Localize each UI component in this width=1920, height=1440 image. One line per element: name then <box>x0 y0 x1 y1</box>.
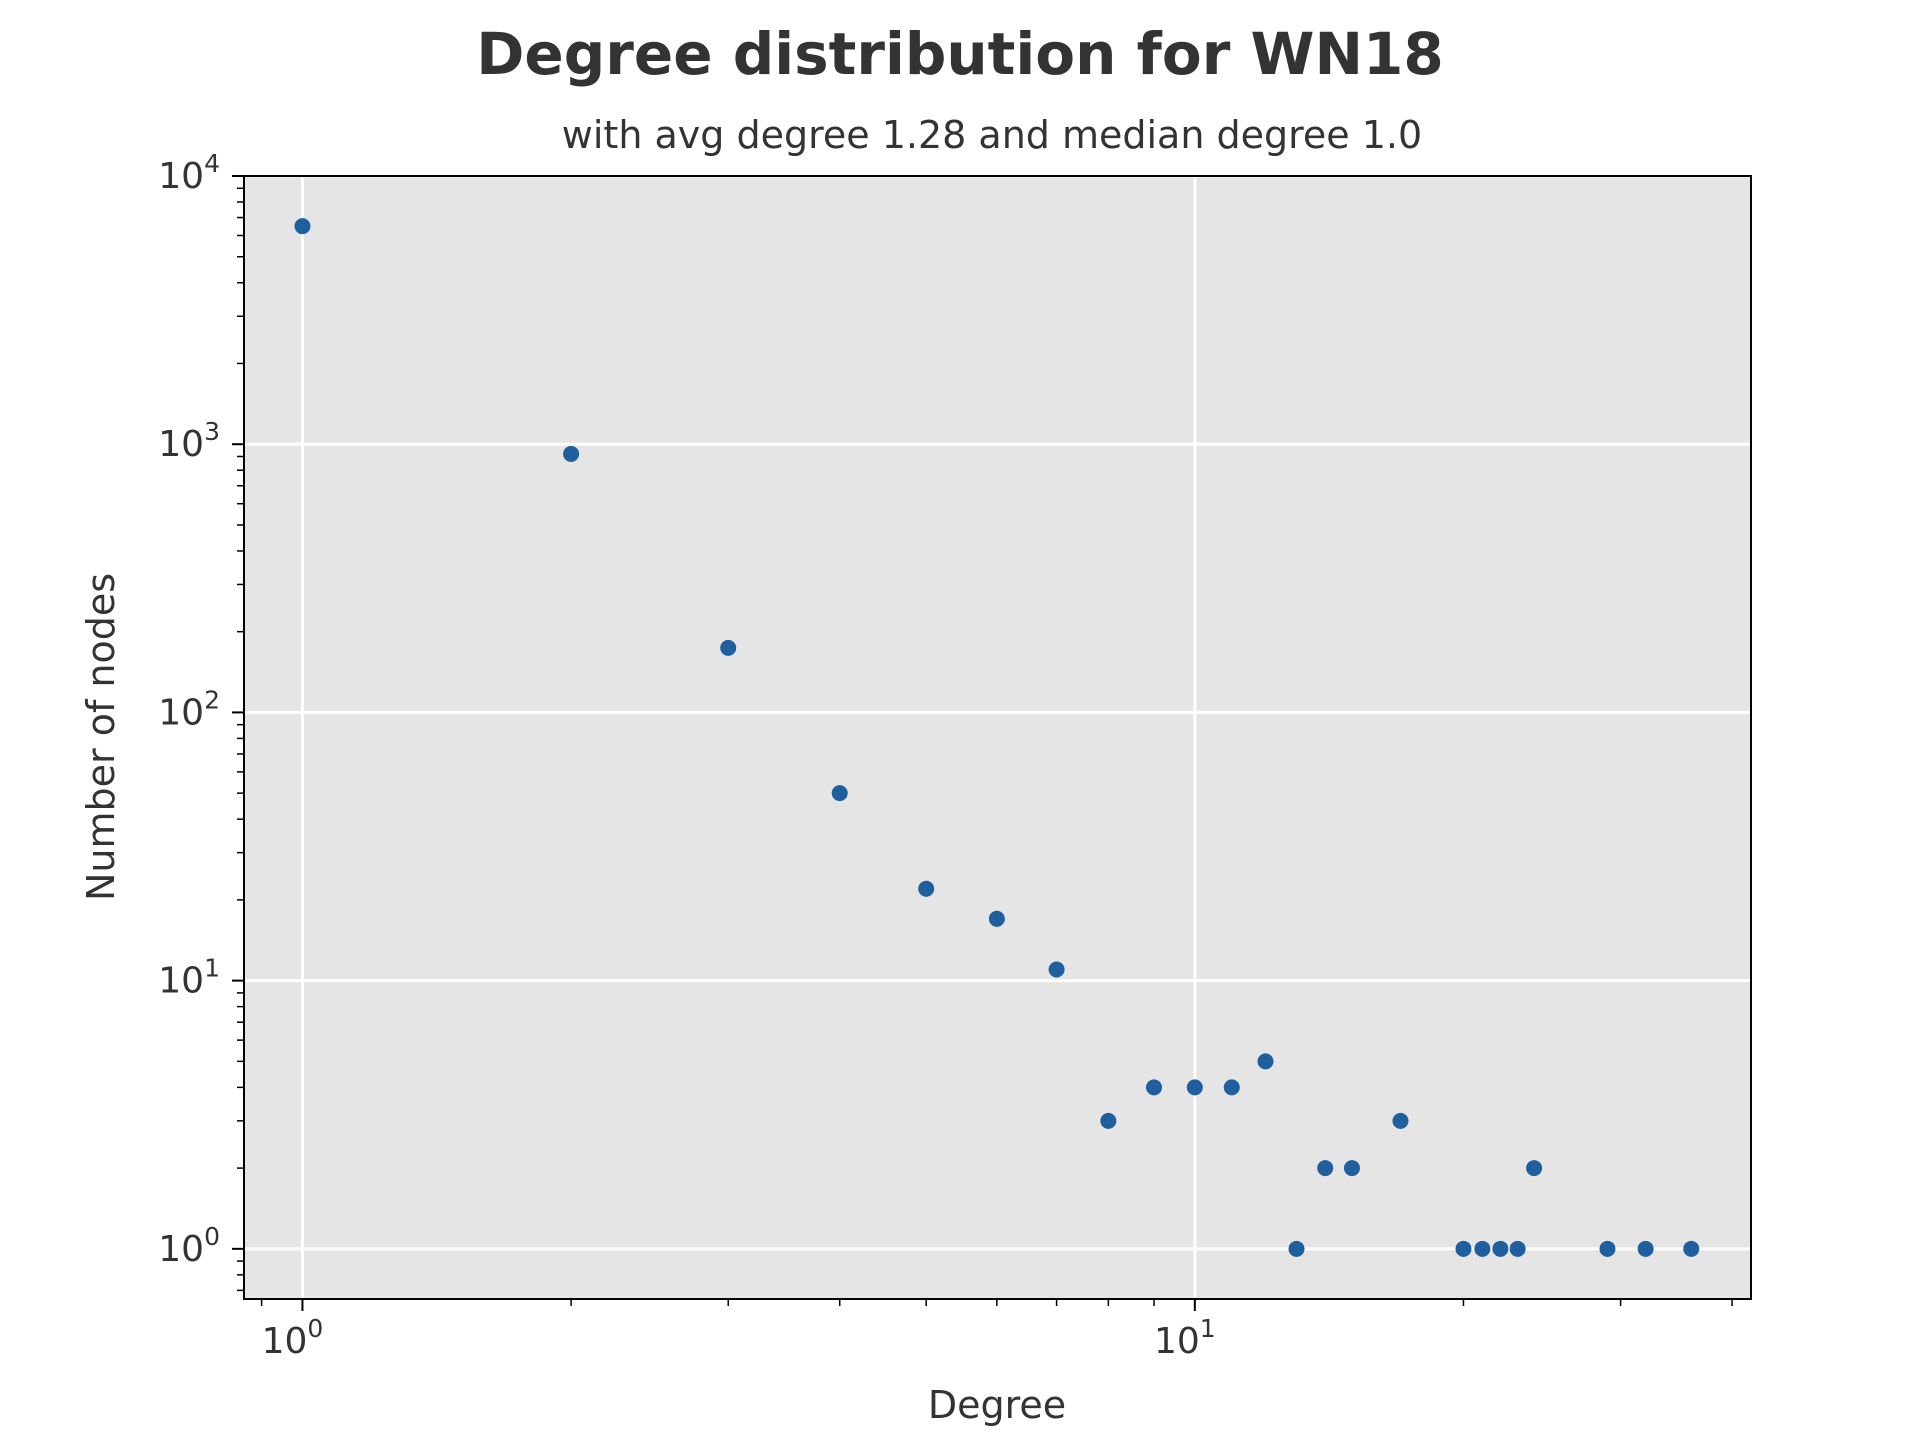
data-point <box>1257 1053 1274 1070</box>
data-point <box>1186 1079 1203 1096</box>
data-point <box>918 880 935 897</box>
data-point <box>1526 1160 1543 1177</box>
data-point <box>1392 1112 1409 1129</box>
data-point <box>1492 1240 1509 1257</box>
data-point <box>1509 1240 1526 1257</box>
data-point <box>720 639 737 656</box>
data-point <box>1048 961 1065 978</box>
y-tick-label: 101 <box>158 954 220 1002</box>
data-point <box>1455 1240 1472 1257</box>
chart-subtitle: with avg degree 1.28 and median degree 1… <box>562 113 1422 157</box>
chart-title: Degree distribution for WN18 <box>476 20 1443 88</box>
data-point <box>1683 1240 1700 1257</box>
x-tick-label: 100 <box>262 1314 324 1362</box>
data-point <box>1343 1160 1360 1177</box>
y-tick-label: 104 <box>158 149 220 197</box>
axis-ticks: 100 101 100 101 102 103 104 <box>158 149 1733 1362</box>
data-point <box>563 445 580 462</box>
data-point <box>1223 1079 1240 1096</box>
data-point <box>1145 1079 1162 1096</box>
data-points <box>294 218 1700 1257</box>
y-tick-label: 102 <box>158 685 220 733</box>
data-point <box>294 218 311 235</box>
data-point <box>1288 1240 1305 1257</box>
data-point <box>1100 1112 1117 1129</box>
y-tick-label: 100 <box>158 1222 220 1270</box>
data-point <box>1599 1240 1616 1257</box>
plot-area <box>244 176 1751 1299</box>
y-tick-label: 103 <box>158 417 220 465</box>
x-tick-label: 101 <box>1154 1314 1216 1362</box>
data-point <box>1474 1240 1491 1257</box>
data-point <box>1637 1240 1654 1257</box>
data-point <box>988 910 1005 927</box>
x-axis-label: Degree <box>928 1383 1066 1427</box>
data-point <box>1317 1160 1334 1177</box>
y-axis-label: Number of nodes <box>79 573 123 901</box>
data-point <box>831 785 848 802</box>
